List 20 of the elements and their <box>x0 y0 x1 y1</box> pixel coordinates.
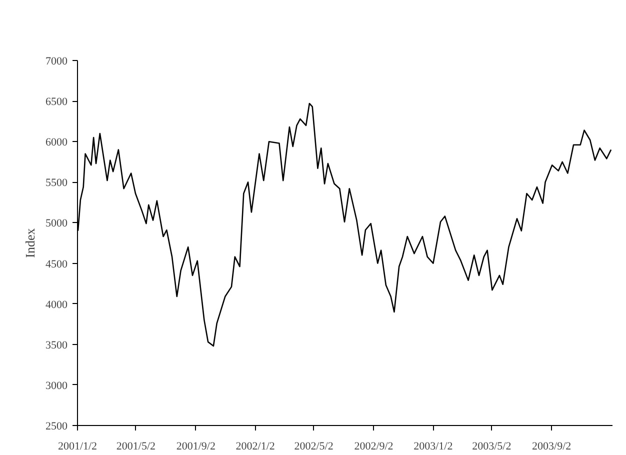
x-tick-label: 2002/9/2 <box>354 440 394 452</box>
x-tick-label: 2003/5/2 <box>472 440 512 452</box>
y-tick-label: 6000 <box>46 136 68 149</box>
y-axis-title: Index <box>22 228 38 258</box>
x-tick-label: 2002/1/2 <box>236 440 275 452</box>
x-tick-label: 2003/9/2 <box>532 440 572 452</box>
y-tick-label: 3500 <box>46 339 68 352</box>
y-tick-label: 6500 <box>46 96 68 108</box>
y-tick-label: 4000 <box>46 298 68 311</box>
y-tick-label: 3000 <box>46 380 68 392</box>
x-tick-label: 2001/5/2 <box>116 440 156 452</box>
x-tick-label: 2003/1/2 <box>414 440 453 452</box>
y-tick-label: 2500 <box>46 420 68 432</box>
y-tick-label: 4500 <box>46 258 68 270</box>
x-tick-label: 2002/5/2 <box>294 440 334 452</box>
y-tick-label: 5500 <box>46 177 68 190</box>
x-tick-label: 2001/1/2 <box>58 440 98 452</box>
y-tick-label: 5000 <box>46 218 68 230</box>
y-tick-label: 7000 <box>46 56 68 68</box>
x-tick-label: 2001/9/2 <box>176 440 216 452</box>
